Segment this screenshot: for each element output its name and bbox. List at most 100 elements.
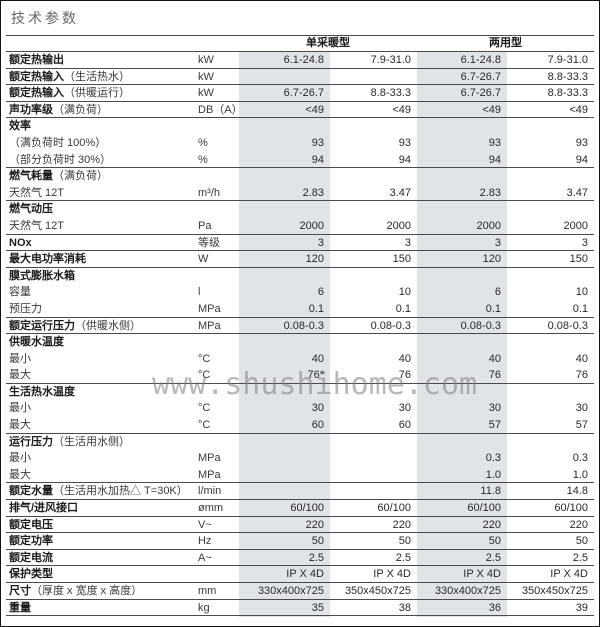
row-value: <49 [482, 103, 501, 116]
row-label: 尺寸（厚度 x 宽度 x 高度） [9, 585, 143, 597]
row-value [507, 118, 594, 135]
row-value [330, 434, 417, 451]
row-label: 天然气 12T [9, 186, 65, 199]
row-value: 3 [494, 236, 501, 249]
row-value: 60/100 [377, 502, 411, 515]
row-label: 额定热输出 [9, 54, 64, 66]
row-value: 8.8-33.3 [370, 87, 411, 100]
shaded-column-2 [417, 52, 507, 617]
table-row: 最小 °C 40 40 40 40 [6, 351, 594, 368]
row-value: IP X 4D [550, 568, 588, 581]
row-value: 1.0 [485, 468, 501, 481]
table-row: 效率 [6, 118, 594, 135]
row-value: 10 [398, 286, 411, 299]
row-label: 容量 [9, 286, 31, 299]
row-unit: DB（A） [198, 103, 239, 116]
table-row: 尺寸（厚度 x 宽度 x 高度） mm 330x400x725 350x450x725… [6, 583, 594, 600]
row-value: 6.1-24.8 [283, 54, 324, 66]
row-value: 330x400x725 [434, 585, 501, 597]
row-label: 声功率级（满负荷） [9, 103, 108, 116]
row-value: 60/100 [554, 502, 588, 515]
table-row: 声功率级（满负荷） DB（A） <49 <49 <49 <49 [6, 102, 594, 119]
row-value: 30 [311, 402, 324, 415]
row-value: 93 [311, 136, 324, 149]
row-value [417, 168, 507, 185]
row-value: 1.0 [572, 468, 588, 481]
row-value: 76 [575, 369, 588, 382]
row-value: 2.5 [395, 551, 411, 564]
row-unit [198, 118, 239, 135]
row-value: 0.08-0.3 [460, 319, 501, 332]
row-unit: Hz [198, 535, 212, 548]
row-value: 2.83 [479, 186, 501, 199]
row-value: 2000 [563, 219, 588, 232]
row-label: （满负荷时 100%） [9, 136, 107, 149]
row-unit: MPa [198, 452, 221, 465]
row-value: IP X 4D [463, 568, 501, 581]
row-unit: Pa [198, 219, 212, 232]
shaded-column-1 [239, 52, 330, 617]
row-value [507, 334, 594, 351]
row-label: 运行压力（生活用水侧） [9, 435, 130, 448]
row-value: 40 [398, 352, 411, 365]
row-value [330, 268, 417, 285]
row-label: 排气/进风接口 [9, 502, 79, 515]
row-value [239, 268, 330, 285]
row-value: 6 [317, 286, 324, 299]
row-value: 220 [392, 518, 411, 531]
watermark-text: www.shushihome.com [152, 367, 478, 402]
row-value: 220 [569, 518, 588, 531]
row-value [330, 69, 417, 85]
table-row: 最大 °C 76* 76 76 76 [6, 367, 594, 384]
row-value: 57 [488, 419, 501, 432]
row-label: 最大 [9, 419, 31, 432]
row-value: 0.1 [572, 302, 588, 315]
row-value: 120 [305, 253, 324, 266]
table-row: NOx 等级 3 3 3 3 [6, 235, 594, 252]
row-value [239, 450, 330, 467]
row-value: 93 [488, 136, 501, 149]
table-row: 额定功率 Hz 50 50 50 50 [6, 533, 594, 550]
row-value: 3.47 [566, 186, 588, 199]
row-unit: % [198, 136, 208, 149]
row-value: 220 [482, 518, 501, 531]
row-value [330, 118, 417, 135]
row-value: 7.9-31.0 [370, 54, 411, 66]
row-value: 0.08-0.3 [547, 319, 588, 332]
column-group-heating-only: 单采暖型 [306, 37, 350, 49]
row-unit: °C [198, 419, 211, 432]
row-value: 6.7-26.7 [460, 87, 501, 100]
row-value [417, 118, 507, 135]
row-value: 36 [488, 601, 501, 614]
row-value: 0.3 [572, 452, 588, 465]
row-label: 额定水量（生活用水加热△ T=30K） [9, 485, 188, 498]
table-row: 额定热输入（生活热水） kW 6.7-26.7 8.8-33.3 [6, 69, 594, 86]
table-row: 额定热输入（供暖运行） kW 6.7-26.7 8.8-33.3 6.7-26.7 8.8… [6, 85, 594, 102]
row-label: 最小 [9, 352, 31, 365]
row-value [330, 334, 417, 351]
table-row: 重量 kg 35 38 36 39 [6, 600, 594, 617]
row-label: 膜式膨胀水箱 [9, 269, 75, 282]
row-unit [198, 434, 239, 451]
row-value [507, 201, 594, 218]
row-value: 30 [488, 402, 501, 415]
row-unit [198, 268, 239, 285]
row-value [239, 69, 330, 85]
row-value: 6.1-24.8 [460, 54, 501, 66]
row-value: 93 [398, 136, 411, 149]
row-value: 120 [482, 253, 501, 266]
row-label: 额定电流 [9, 551, 53, 564]
row-label: （部分负荷时 30%） [9, 153, 112, 166]
row-value [417, 334, 507, 351]
row-value: 11.8 [480, 485, 501, 498]
row-value: <49 [305, 103, 324, 116]
row-unit: W [198, 253, 209, 266]
row-value [239, 201, 330, 218]
row-value: 350x450x725 [521, 585, 588, 597]
row-value: 0.08-0.3 [370, 319, 411, 332]
row-value: 94 [575, 153, 588, 166]
row-unit: kW [198, 87, 214, 100]
row-value [417, 201, 507, 218]
row-unit: °C [198, 369, 211, 382]
row-unit: MPa [198, 319, 221, 332]
